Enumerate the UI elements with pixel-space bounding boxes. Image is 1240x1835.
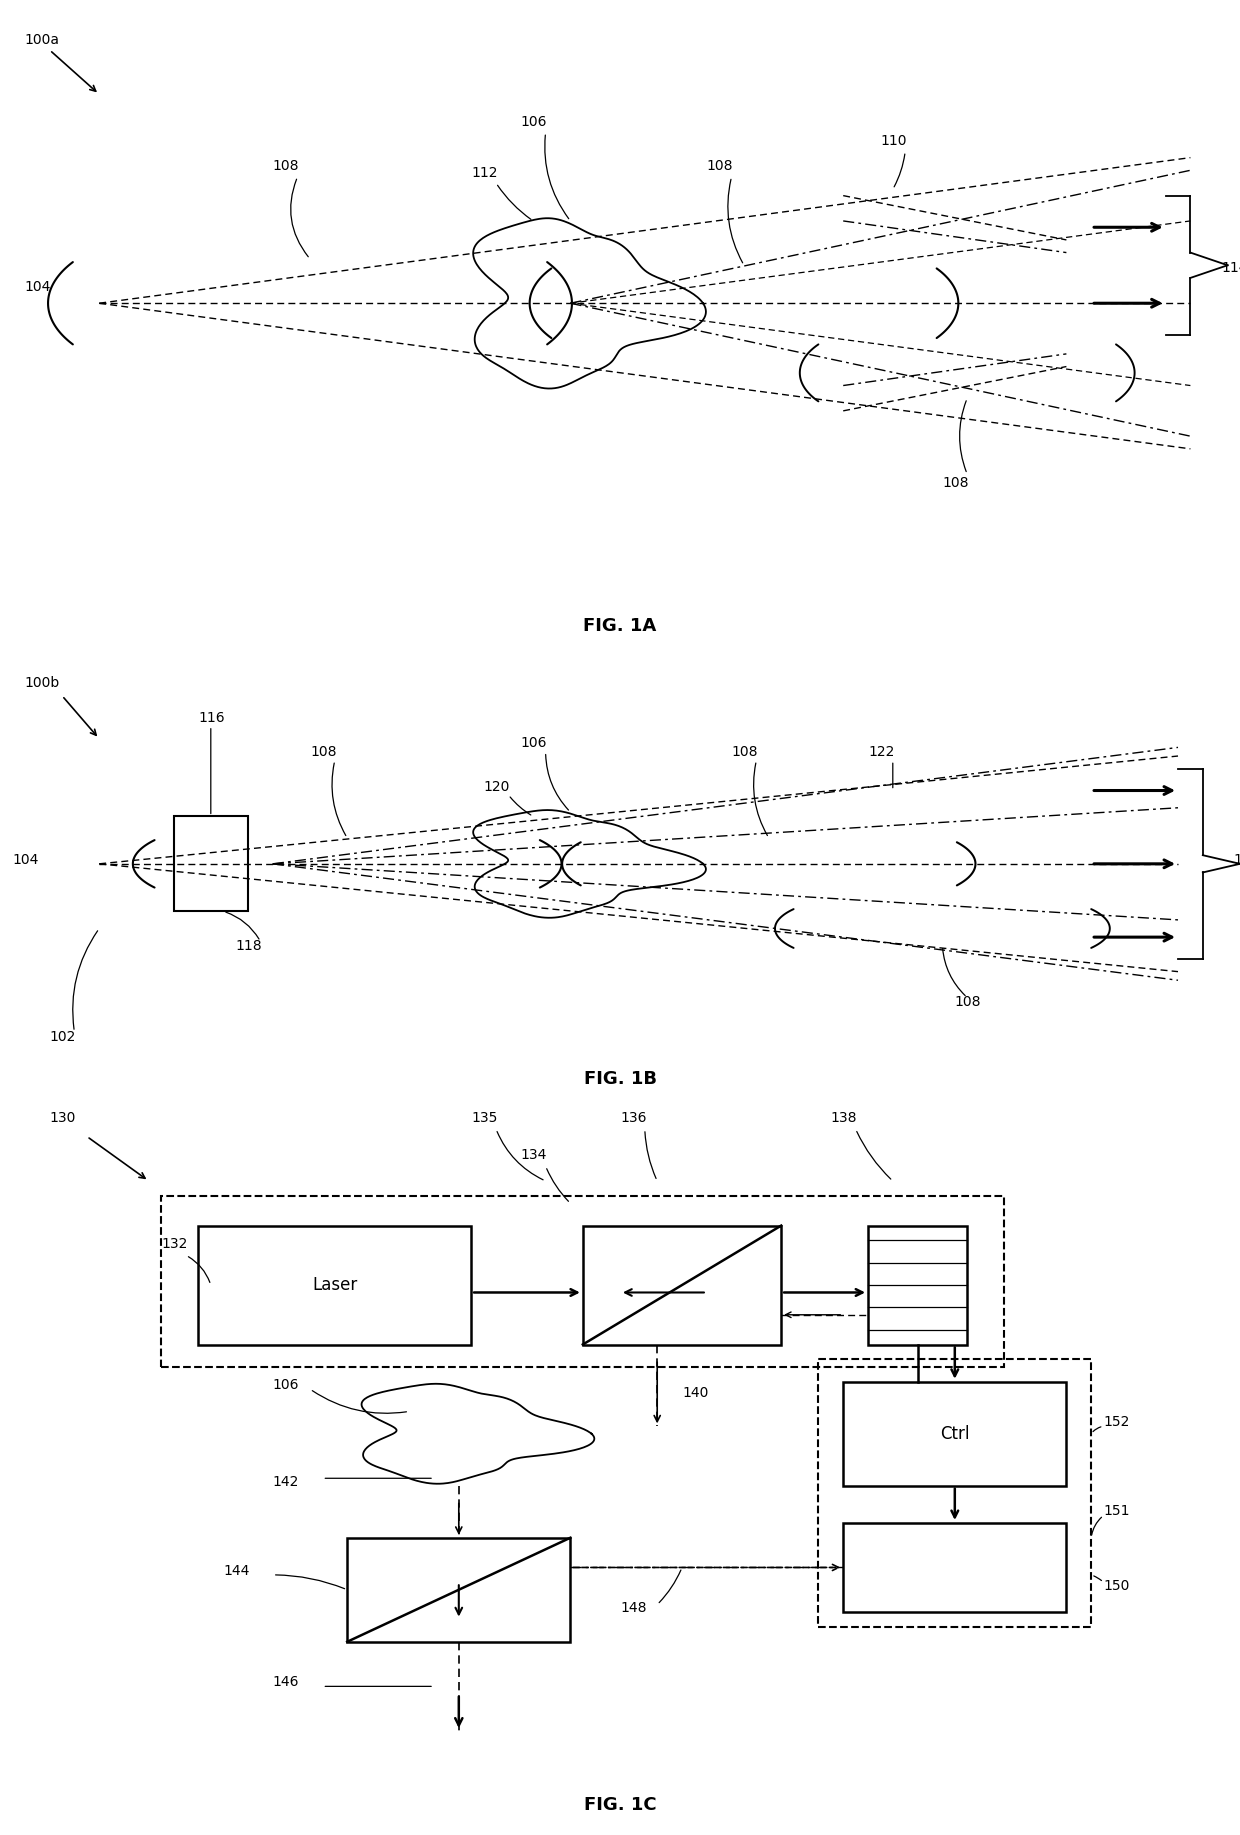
Text: 135: 135 [471, 1110, 497, 1125]
Text: 108: 108 [273, 160, 299, 172]
Text: 138: 138 [831, 1110, 857, 1125]
Text: Ctrl: Ctrl [940, 1424, 970, 1442]
FancyBboxPatch shape [868, 1226, 967, 1345]
Text: 106: 106 [521, 736, 547, 751]
Text: 150: 150 [1104, 1578, 1130, 1593]
Text: 100b: 100b [25, 675, 60, 690]
FancyBboxPatch shape [843, 1382, 1066, 1486]
Text: 140: 140 [682, 1385, 708, 1400]
Text: 108: 108 [732, 745, 758, 760]
Text: 134: 134 [521, 1147, 547, 1162]
Text: 116: 116 [198, 710, 224, 725]
Text: 104: 104 [12, 853, 38, 866]
Text: 102: 102 [50, 1029, 76, 1044]
Text: 126: 126 [1234, 853, 1240, 866]
Text: FIG. 1C: FIG. 1C [584, 1796, 656, 1815]
Text: Laser: Laser [312, 1275, 357, 1294]
Text: 106: 106 [521, 116, 547, 128]
Text: 106: 106 [273, 1378, 299, 1393]
FancyBboxPatch shape [843, 1523, 1066, 1611]
Text: 108: 108 [955, 995, 981, 1009]
Text: 130: 130 [50, 1110, 76, 1125]
Text: 108: 108 [310, 745, 336, 760]
FancyBboxPatch shape [583, 1226, 781, 1345]
Text: 142: 142 [273, 1475, 299, 1488]
FancyBboxPatch shape [174, 817, 248, 912]
Text: 144: 144 [223, 1563, 249, 1578]
Text: 114: 114 [1221, 261, 1240, 275]
Text: 152: 152 [1104, 1415, 1130, 1429]
Text: 104: 104 [25, 279, 51, 294]
Text: FIG. 1B: FIG. 1B [584, 1070, 656, 1088]
Text: 148: 148 [620, 1602, 646, 1615]
Text: 136: 136 [620, 1110, 646, 1125]
FancyBboxPatch shape [198, 1226, 471, 1345]
Text: 151: 151 [1104, 1505, 1130, 1518]
Text: FIG. 1A: FIG. 1A [583, 617, 657, 635]
Text: 132: 132 [161, 1237, 187, 1251]
Text: 120: 120 [484, 780, 510, 793]
Text: 122: 122 [868, 745, 894, 760]
Text: 100a: 100a [25, 33, 60, 46]
Text: 108: 108 [707, 160, 733, 172]
Text: 118: 118 [236, 940, 262, 952]
Text: 110: 110 [880, 134, 906, 149]
FancyBboxPatch shape [347, 1538, 570, 1642]
Text: 108: 108 [942, 475, 968, 490]
Text: 146: 146 [273, 1675, 299, 1690]
Text: 112: 112 [471, 165, 497, 180]
